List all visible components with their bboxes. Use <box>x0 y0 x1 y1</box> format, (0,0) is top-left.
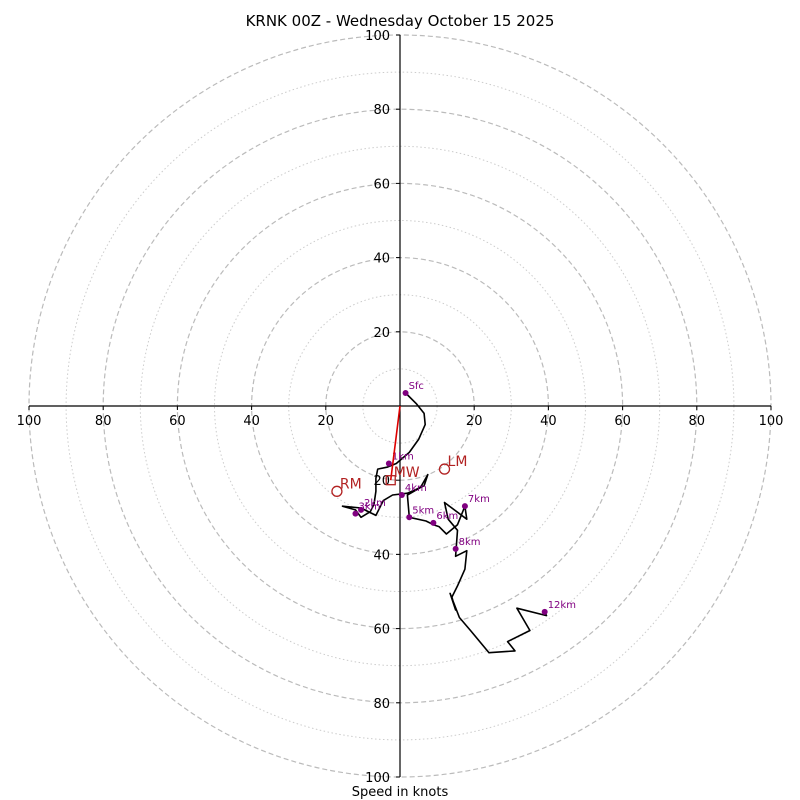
x-tick-label: 100 <box>759 414 784 429</box>
chart-title: KRNK 00Z - Wednesday October 15 2025 <box>246 12 555 30</box>
hodograph-line <box>341 392 548 654</box>
storm-motion-label-MW: MW <box>394 465 420 481</box>
level-marker-1km <box>385 460 392 467</box>
y-tick-label: 80 <box>373 103 390 118</box>
level-label-2km: 2km <box>364 498 386 509</box>
tick-labels: 100 80 60 40 20 20 40 60 80 100100806040202040608… <box>17 29 784 786</box>
level-marker-2km <box>358 506 365 513</box>
level-label-8km: 8km <box>459 537 481 548</box>
storm-motion-marker-MW <box>385 475 396 486</box>
level-marker-12km <box>541 608 548 615</box>
y-tick-label: 80 <box>373 697 390 712</box>
y-tick-label: 100 <box>365 29 390 44</box>
y-tick-label: 100 <box>365 771 390 786</box>
hodograph-trace <box>341 392 548 654</box>
level-label-4km: 4km <box>405 483 427 494</box>
level-label-Sfc: Sfc <box>409 381 424 392</box>
storm-motion-label-RM: RM <box>340 476 362 492</box>
x-tick-label: 40 <box>540 414 557 429</box>
x-tick-label: 20 <box>466 414 483 429</box>
y-tick-label: 40 <box>373 252 390 267</box>
y-tick-label: 40 <box>373 548 390 563</box>
level-label-5km: 5km <box>412 505 434 516</box>
storm-motion-marker-RM <box>331 485 343 497</box>
level-marker-5km <box>406 514 413 521</box>
storm-motion-label-LM: LM <box>448 454 468 470</box>
storm-motion-marker-LM <box>438 463 451 475</box>
x-tick-label: 80 <box>95 414 112 429</box>
y-tick-label: 60 <box>373 177 390 192</box>
x-tick-label: 20 <box>318 414 335 429</box>
level-label-6km: 6km <box>436 511 458 522</box>
level-marker-7km <box>461 503 468 510</box>
level-label-12km: 12km <box>548 600 576 611</box>
storm-motion-markers: RM LM MW <box>331 405 468 497</box>
level-marker-3km <box>352 510 359 517</box>
x-tick-label: 60 <box>169 414 186 429</box>
y-tick-label: 60 <box>373 623 390 638</box>
x-tick-label: 80 <box>689 414 706 429</box>
level-label-3km: 3km <box>358 502 380 513</box>
x-tick-label: 40 <box>243 414 260 429</box>
level-marker-Sfc <box>402 390 409 397</box>
level-marker-4km <box>398 492 405 499</box>
x-tick-label: 100 <box>17 414 42 429</box>
y-tick-label: 20 <box>373 326 390 341</box>
level-marker-6km <box>430 519 437 526</box>
level-label-7km: 7km <box>468 494 490 505</box>
level-marker-8km <box>452 545 459 552</box>
level-label-1km: 1km <box>392 452 414 463</box>
shear-vector-line <box>389 405 401 481</box>
x-axis-label: Speed in knots <box>352 785 449 800</box>
x-tick-label: 60 <box>614 414 631 429</box>
